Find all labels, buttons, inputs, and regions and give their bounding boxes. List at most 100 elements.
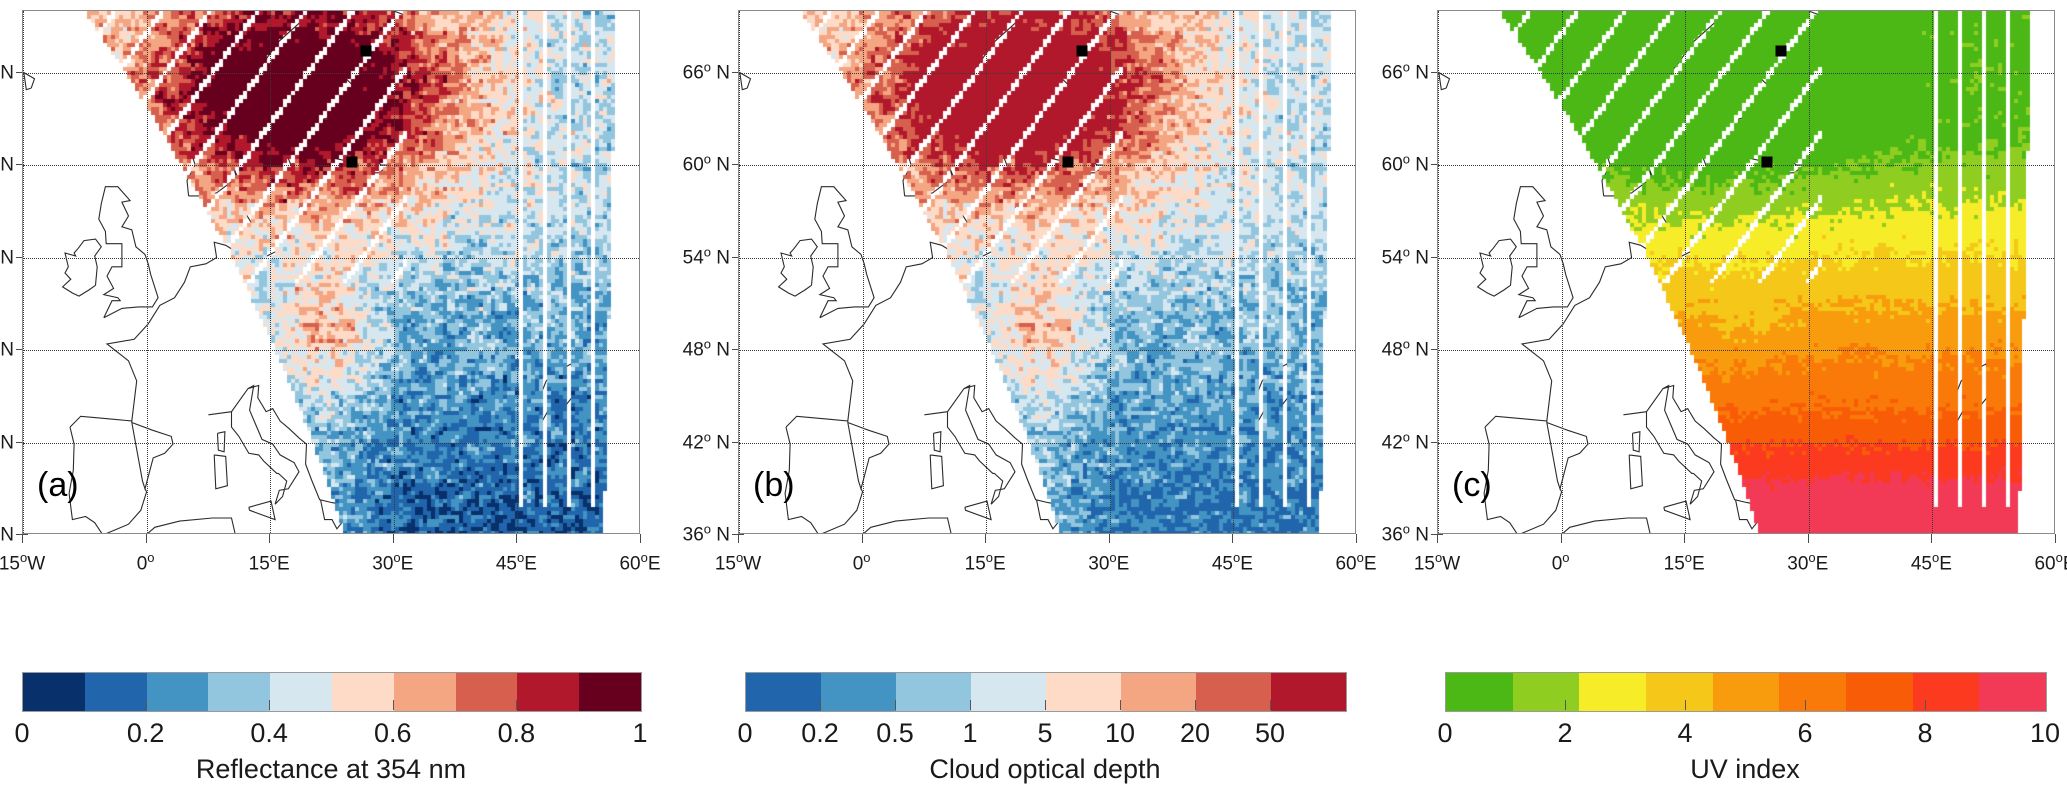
map-panel-cloud-optical-depth: (b) (738, 10, 1356, 534)
colorbar-segment (1121, 673, 1196, 711)
x-axis-label: 30oE (372, 550, 414, 575)
panel-label: (b) (753, 466, 795, 504)
colorbar-divider (895, 700, 896, 710)
colorbar-divider (970, 700, 971, 710)
colorbar-segment (746, 673, 821, 711)
x-axis-tick (1931, 534, 1933, 543)
x-axis-tick (269, 534, 271, 543)
colorbar-divider (820, 700, 821, 710)
gridline-latitude (739, 442, 1355, 444)
y-axis-label: 66o N (1381, 58, 1429, 84)
gridline-latitude (1438, 257, 2054, 259)
figure-root: 66o N 60o N 54o N 48o N 42o N 36o N 15oW 0o 15oE… (0, 10, 2067, 784)
colorbar-divider (1195, 700, 1196, 710)
x-axis-tick (738, 534, 739, 543)
colorbar-title: Reflectance at 354 nm (195, 754, 467, 784)
colorbar-segment (331, 673, 394, 711)
gridline-longitude (1438, 11, 1439, 533)
colorbar-tick-label: 0.6 (374, 718, 412, 748)
colorbar-divider (1565, 700, 1566, 710)
colorbar-segment (579, 673, 641, 711)
colorbar-tick-label: 6 (1797, 718, 1813, 748)
gridline-latitude (1438, 72, 2054, 74)
gridline-longitude (393, 11, 395, 533)
colorbar-tick-label: 8 (1917, 718, 1933, 748)
colorbar-tick-label: 10 (1104, 718, 1136, 748)
gridline-latitude (1438, 165, 2054, 167)
gridline-latitude (23, 350, 639, 352)
x-axis-label: 30oE (1787, 550, 1829, 575)
x-axis-tick (861, 534, 863, 543)
data-raster (23, 11, 639, 533)
colorbar-segment (1912, 673, 1980, 711)
gridline-latitude (1438, 350, 2054, 352)
colorbar-segment (146, 673, 209, 711)
y-axis-label: 36o N (682, 521, 730, 546)
y-axis-label: 42o N (0, 432, 14, 454)
colorbar-segment (971, 673, 1046, 711)
gridline-longitude (739, 11, 740, 533)
colorbar-segment (1196, 673, 1271, 711)
gridline-latitude (739, 257, 1355, 259)
site-helsinki-marker (346, 156, 358, 168)
colorbar-segment (821, 673, 896, 711)
colorbar-segment (1512, 673, 1580, 711)
site-helsinki-marker (1062, 156, 1074, 168)
colorbar-tick-label: 0.5 (876, 718, 914, 748)
colorbar-segment (1046, 673, 1121, 711)
colorbar-segment (1779, 673, 1846, 711)
colorbar-segment (1845, 673, 1913, 711)
gridline-latitude (739, 350, 1355, 352)
plot-area: (a) (22, 10, 640, 534)
colorbar-tick-label: 0 (1437, 718, 1453, 748)
gridline-latitude (23, 257, 639, 259)
gridline-latitude (23, 442, 639, 444)
x-axis-tick (1356, 534, 1357, 543)
data-raster (739, 11, 1355, 533)
colorbar-tick-label: 0 (14, 718, 30, 748)
x-axis-tick (640, 534, 641, 543)
x-axis-label: 15oE (964, 550, 1006, 575)
y-axis-label: 54o N (1381, 243, 1429, 269)
colorbar-divider (1685, 700, 1686, 710)
x-axis-label: 30oE (1088, 550, 1130, 575)
panel-label: (a) (37, 466, 79, 504)
gridline-longitude (517, 11, 519, 533)
colorbar-tick-label: 20 (1179, 718, 1211, 748)
y-axis-label: 54o N (0, 247, 14, 269)
colorbar-segment (208, 673, 271, 711)
colorbar-segment (1579, 673, 1646, 711)
y-axis-label: 42o N (682, 428, 730, 454)
y-axis-label: 66o N (0, 62, 14, 84)
colorbar-tick-label: 0 (737, 718, 753, 748)
x-axis-label: 15oW (0, 550, 46, 575)
y-axis-label: 60o N (0, 154, 14, 176)
x-axis-label: 15oE (248, 550, 290, 575)
y-axis-label: 48o N (682, 336, 730, 361)
colorbar-divider (392, 700, 394, 710)
colorbar-tick-label: 50 (1254, 718, 1286, 748)
x-axis-tick (22, 534, 23, 543)
y-axis-label: 48o N (1381, 336, 1429, 361)
colorbar-segment (84, 673, 147, 711)
gridline-longitude (862, 11, 864, 533)
colorbar-tick-label: 2 (1557, 718, 1573, 748)
y-axis-label: 36o N (1381, 521, 1429, 546)
colorbar-tick-label: 0.2 (801, 718, 839, 748)
gridline-longitude (1808, 11, 1810, 533)
x-axis-label: 15oW (714, 550, 762, 575)
colorbar-segment (1446, 673, 1513, 711)
colorbar-title: UV index (1690, 754, 1800, 784)
gridline-longitude (1685, 11, 1687, 533)
gridline-longitude (1561, 11, 1563, 533)
x-axis-label: 15oE (1663, 550, 1705, 575)
gridline-latitude (23, 72, 639, 74)
colorbar-segment (1712, 673, 1780, 711)
x-axis-label: 60oE (1335, 550, 1377, 575)
gridline-latitude (739, 165, 1355, 167)
x-axis-label: 0o (852, 550, 871, 575)
site-sodankyla-marker (1076, 45, 1088, 57)
map-panel-reflectance: (a) (22, 10, 640, 534)
colorbar-tick-label: 0.8 (497, 718, 536, 748)
colorbar-title: Cloud optical depth (929, 754, 1161, 784)
